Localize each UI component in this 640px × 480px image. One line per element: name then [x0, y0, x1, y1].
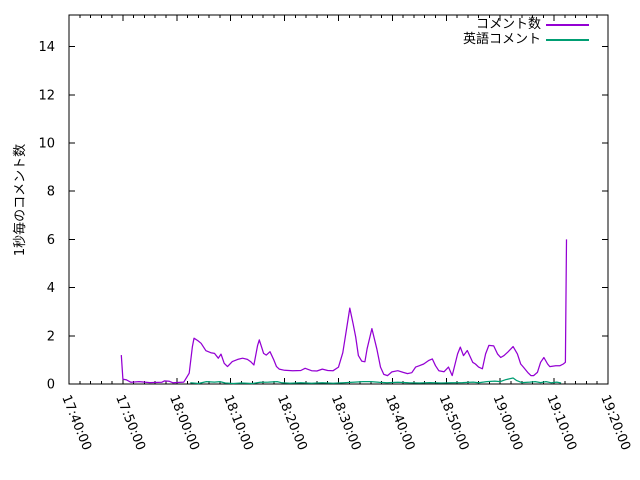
x-axis-tick-label: 18:00:00: [166, 393, 202, 453]
y-axis-tick-label: 4: [47, 281, 55, 296]
x-axis-tick-label: 17:50:00: [112, 393, 148, 453]
legend: コメント数 英語コメント: [463, 18, 589, 46]
legend-entry-comments: コメント数: [463, 18, 589, 31]
plot-border: [68, 14, 609, 385]
x-axis-tick-label: 19:00:00: [489, 393, 525, 453]
x-axis-tick-label: 18:40:00: [382, 393, 418, 453]
legend-label-comments: コメント数: [475, 17, 541, 32]
x-axis-tick-label: 19:10:00: [543, 393, 579, 453]
x-axis-tick-label: 17:40:00: [58, 393, 94, 453]
legend-line-sample-english: [546, 38, 589, 41]
series-english-comments-line: [190, 377, 562, 385]
x-axis-tick-label: 18:50:00: [436, 393, 472, 453]
y-axis-tick-label: 10: [38, 136, 55, 151]
y-axis-tick-label: 2: [47, 329, 55, 344]
y-axis-tick-label: 12: [38, 88, 55, 103]
y-axis-tick-label: 14: [38, 40, 55, 55]
y-axis-title: 1秒毎のコメント数: [13, 143, 28, 257]
x-axis-tick-label: 19:20:00: [597, 393, 633, 453]
legend-line-sample-comments: [546, 23, 589, 26]
y-axis-tick-label: 8: [47, 185, 55, 200]
y-axis-tick-label: 6: [47, 233, 55, 248]
x-axis-tick-label: 18:10:00: [220, 393, 256, 453]
x-axis-tick-label: 18:30:00: [328, 393, 364, 453]
y-axis-tick-label: 0: [47, 378, 55, 393]
legend-label-english: 英語コメント: [462, 32, 541, 47]
x-axis-tick-label: 18:20:00: [274, 393, 310, 453]
series-comments-line: [120, 239, 568, 384]
legend-entry-english: 英語コメント: [463, 33, 589, 46]
